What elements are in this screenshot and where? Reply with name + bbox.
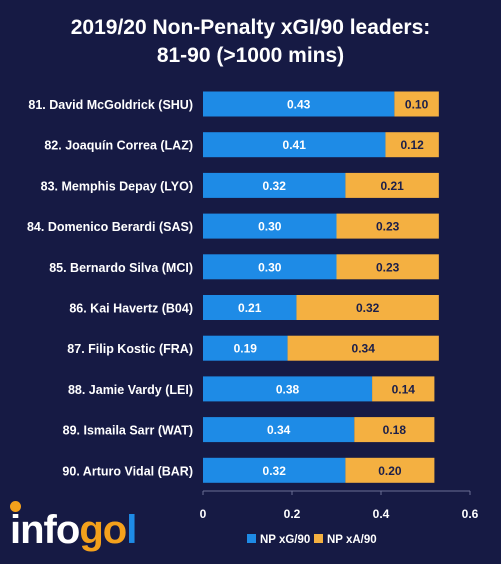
logo-ball-icon — [10, 501, 21, 512]
bar-xa — [296, 295, 439, 320]
data-label-xg: 0.32 — [263, 464, 287, 478]
bar-xg — [203, 335, 288, 361]
category-label: 87. Filip Kostic (FRA) — [67, 342, 193, 356]
data-label-xa: 0.10 — [405, 98, 429, 112]
legend-label: NP xG/90 — [260, 534, 310, 546]
data-label-xa: 0.23 — [376, 220, 400, 234]
data-label-xa: 0.21 — [380, 179, 404, 193]
bar-xg — [203, 417, 355, 443]
data-label-xg: 0.30 — [258, 260, 282, 274]
bar-xa — [372, 376, 435, 402]
x-tick-label: 0.4 — [373, 507, 390, 521]
bar-xa — [336, 254, 439, 280]
bar-xg — [203, 91, 395, 117]
x-tick-label: 0.2 — [284, 507, 301, 521]
category-label: 86. Kai Havertz (B04) — [69, 302, 193, 316]
data-label-xg: 0.32 — [263, 179, 287, 193]
bar-xg — [203, 172, 346, 198]
bar-xa — [336, 213, 439, 239]
category-label: 84. Domenico Berardi (SAS) — [27, 220, 193, 234]
bar-xa — [385, 132, 439, 158]
data-label-xa: 0.34 — [352, 342, 376, 356]
data-label-xa: 0.18 — [383, 423, 407, 437]
data-label-xa: 0.20 — [378, 464, 402, 478]
data-label-xa: 0.14 — [392, 382, 416, 396]
category-label: 88. Jamie Vardy (LEI) — [68, 383, 193, 397]
bar-xg — [203, 254, 337, 280]
bar-xg — [203, 213, 337, 239]
chart-title-line-1: 2019/20 Non-Penalty xGI/90 leaders: — [70, 16, 431, 39]
bar-xa — [394, 91, 439, 117]
data-label-xg: 0.21 — [238, 301, 262, 315]
bar-xa — [345, 172, 439, 198]
x-tick-label: 0.6 — [462, 507, 479, 521]
data-label-xa: 0.23 — [376, 260, 400, 274]
data-label-xa: 0.32 — [356, 301, 380, 315]
category-label: 81. David McGoldrick (SHU) — [28, 98, 193, 112]
category-label: 85. Bernardo Silva (MCI) — [49, 261, 193, 275]
data-label-xg: 0.43 — [287, 98, 311, 112]
chart-title: 2019/20 Non-Penalty xGI/90 leaders: 81-9… — [0, 14, 501, 70]
category-label: 90. Arturo Vidal (BAR) — [62, 464, 193, 478]
data-label-xg: 0.41 — [283, 138, 307, 152]
legend-swatch — [314, 534, 323, 543]
legend-swatch — [247, 534, 256, 543]
x-tick-label: 0 — [200, 507, 207, 521]
bar-xg — [203, 457, 346, 483]
category-label: 83. Memphis Depay (LYO) — [41, 179, 193, 193]
bar-xg — [203, 376, 373, 402]
data-label-xg: 0.30 — [258, 220, 282, 234]
data-label-xg: 0.19 — [234, 342, 258, 356]
data-label-xg: 0.34 — [267, 423, 291, 437]
bar-xa — [354, 417, 435, 443]
category-label: 82. Joaquín Correa (LAZ) — [44, 139, 193, 153]
logo-text-part-3: l — [126, 508, 137, 552]
data-label-xa: 0.12 — [400, 138, 424, 152]
chart-title-line-2: 81-90 (>1000 mins) — [156, 44, 345, 67]
infogol-logo: infogol — [10, 508, 137, 552]
category-label: 89. Ismaila Sarr (WAT) — [63, 424, 193, 438]
bar-xa — [345, 457, 435, 483]
bar-xg — [203, 132, 386, 158]
bar-xg — [203, 295, 297, 320]
logo-text-part-1: info — [10, 508, 80, 552]
data-label-xg: 0.38 — [276, 382, 300, 396]
bar-xa — [287, 335, 439, 361]
legend-label: NP xA/90 — [327, 534, 377, 546]
logo-text-part-2: go — [79, 508, 127, 552]
